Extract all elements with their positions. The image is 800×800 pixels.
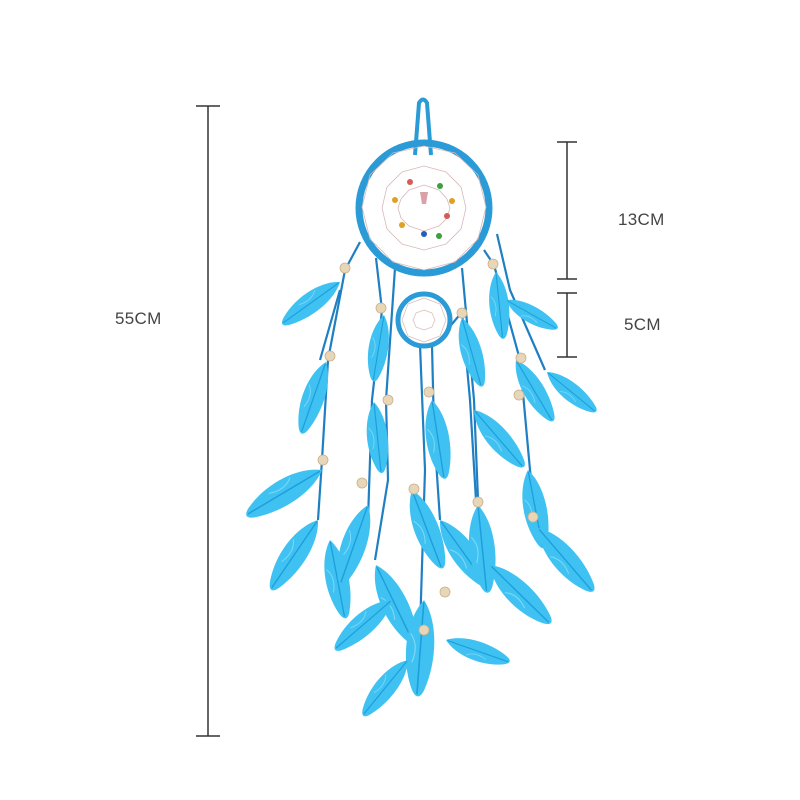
total-length-label: 55CM xyxy=(115,309,162,328)
small-ring xyxy=(395,291,453,349)
wooden-beads xyxy=(317,258,539,636)
feathers xyxy=(238,270,603,723)
hanging-loop xyxy=(413,97,433,156)
large-ring-diameter-label: 13CM xyxy=(618,210,665,229)
large-ring xyxy=(355,139,493,277)
dimension-line-large-ring xyxy=(557,141,577,280)
small-ring-diameter-label: 5CM xyxy=(624,315,661,334)
dimension-line-small-ring xyxy=(557,292,577,358)
dimension-line-total xyxy=(196,105,220,737)
